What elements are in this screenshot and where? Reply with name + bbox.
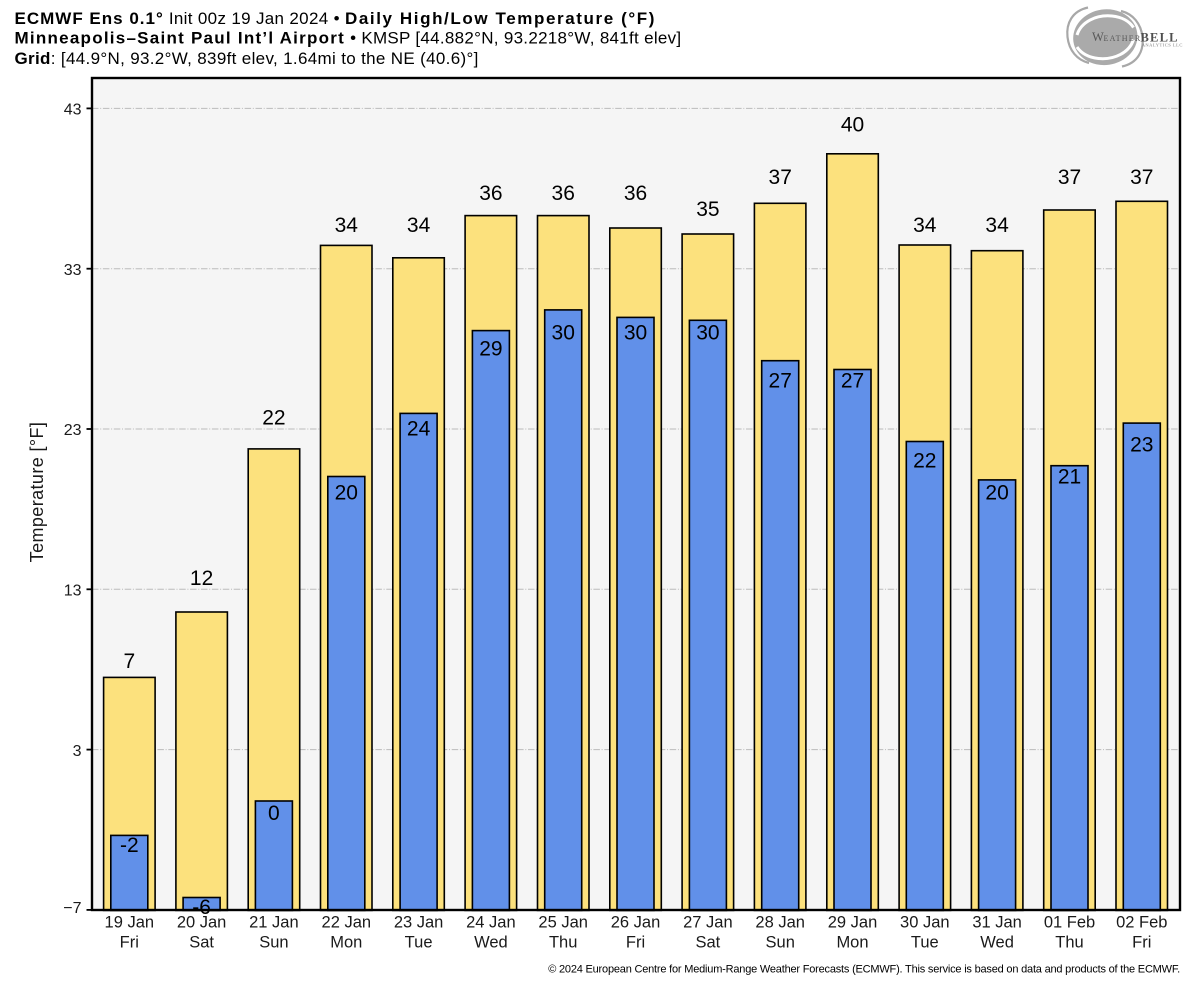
svg-text:Tue: Tue bbox=[405, 934, 433, 952]
svg-text:−7: −7 bbox=[63, 900, 81, 917]
svg-text:Thu: Thu bbox=[1055, 934, 1083, 952]
svg-text:36: 36 bbox=[552, 182, 575, 205]
svg-text:0: 0 bbox=[268, 802, 280, 825]
svg-text:34: 34 bbox=[985, 214, 1009, 237]
svg-text:21: 21 bbox=[1058, 466, 1081, 489]
svg-text:Mon: Mon bbox=[330, 934, 362, 952]
svg-text:01 Feb: 01 Feb bbox=[1044, 914, 1095, 932]
svg-text:27 Jan: 27 Jan bbox=[683, 914, 733, 932]
svg-text:22 Jan: 22 Jan bbox=[322, 914, 372, 932]
svg-text:13: 13 bbox=[64, 583, 82, 600]
svg-text:30 Jan: 30 Jan bbox=[900, 914, 950, 932]
svg-text:Sat: Sat bbox=[696, 934, 721, 952]
svg-text:27: 27 bbox=[841, 369, 864, 392]
svg-text:29: 29 bbox=[479, 337, 502, 360]
svg-text:37: 37 bbox=[1130, 166, 1153, 189]
svg-text:EATHER: EATHER bbox=[1104, 34, 1142, 43]
svg-text:23: 23 bbox=[1130, 434, 1153, 457]
svg-text:20: 20 bbox=[335, 482, 358, 505]
svg-text:02 Feb: 02 Feb bbox=[1116, 914, 1167, 932]
svg-text:30: 30 bbox=[552, 321, 575, 344]
svg-text:© 2024 European Centre for Med: © 2024 European Centre for Medium-Range … bbox=[548, 964, 1180, 976]
svg-text:34: 34 bbox=[335, 214, 359, 237]
svg-text:ANALYTICS LLC: ANALYTICS LLC bbox=[1142, 43, 1183, 48]
svg-text:Sun: Sun bbox=[766, 934, 795, 952]
svg-text:33: 33 bbox=[64, 262, 82, 279]
svg-text:20 Jan: 20 Jan bbox=[177, 914, 227, 932]
svg-text:Mon: Mon bbox=[836, 934, 868, 952]
svg-text:Temperature [°F]: Temperature [°F] bbox=[27, 422, 47, 563]
svg-text:Fri: Fri bbox=[626, 934, 645, 952]
svg-text:Grid: [44.9°N, 93.2°W, 839ft e: Grid: [44.9°N, 93.2°W, 839ft elev, 1.64m… bbox=[15, 49, 479, 68]
svg-text:23: 23 bbox=[64, 422, 82, 439]
svg-text:Sat: Sat bbox=[189, 934, 214, 952]
svg-text:20: 20 bbox=[985, 482, 1008, 505]
svg-text:23 Jan: 23 Jan bbox=[394, 914, 444, 932]
svg-text:12: 12 bbox=[190, 567, 213, 590]
svg-text:37: 37 bbox=[769, 166, 792, 189]
svg-text:Thu: Thu bbox=[549, 934, 577, 952]
svg-text:30: 30 bbox=[624, 321, 647, 344]
svg-text:24: 24 bbox=[407, 418, 431, 441]
svg-text:43: 43 bbox=[64, 102, 82, 119]
svg-text:36: 36 bbox=[479, 182, 502, 205]
svg-text:BELL: BELL bbox=[1141, 30, 1179, 44]
svg-text:24 Jan: 24 Jan bbox=[466, 914, 516, 932]
svg-text:28 Jan: 28 Jan bbox=[755, 914, 805, 932]
svg-text:31 Jan: 31 Jan bbox=[972, 914, 1022, 932]
svg-text:Fri: Fri bbox=[120, 934, 139, 952]
svg-text:Wed: Wed bbox=[474, 934, 508, 952]
svg-text:ECMWF Ens 0.1° Init 00z 19 Jan: ECMWF Ens 0.1° Init 00z 19 Jan 2024 • Da… bbox=[15, 9, 657, 28]
svg-text:-6: -6 bbox=[192, 896, 211, 919]
svg-text:22: 22 bbox=[913, 450, 936, 473]
svg-text:37: 37 bbox=[1058, 166, 1081, 189]
svg-text:Sun: Sun bbox=[259, 934, 288, 952]
svg-text:25 Jan: 25 Jan bbox=[538, 914, 588, 932]
svg-text:36: 36 bbox=[624, 182, 647, 205]
svg-text:35: 35 bbox=[696, 198, 719, 221]
svg-text:34: 34 bbox=[407, 214, 431, 237]
svg-text:Tue: Tue bbox=[911, 934, 939, 952]
svg-text:Fri: Fri bbox=[1132, 934, 1151, 952]
svg-text:30: 30 bbox=[696, 321, 719, 344]
svg-text:19 Jan: 19 Jan bbox=[105, 914, 155, 932]
svg-text:27: 27 bbox=[769, 369, 792, 392]
svg-text:W: W bbox=[1092, 30, 1104, 44]
svg-text:40: 40 bbox=[841, 114, 864, 137]
svg-text:29 Jan: 29 Jan bbox=[828, 914, 878, 932]
svg-text:-2: -2 bbox=[120, 834, 139, 857]
svg-text:22: 22 bbox=[262, 407, 285, 430]
svg-text:21 Jan: 21 Jan bbox=[249, 914, 299, 932]
svg-text:7: 7 bbox=[123, 650, 135, 673]
svg-text:3: 3 bbox=[73, 743, 82, 760]
svg-text:34: 34 bbox=[913, 214, 937, 237]
svg-text:Minneapolis–Saint Paul Int’l A: Minneapolis–Saint Paul Int’l Airport • K… bbox=[15, 28, 682, 47]
svg-text:Wed: Wed bbox=[980, 934, 1014, 952]
svg-text:26 Jan: 26 Jan bbox=[611, 914, 661, 932]
